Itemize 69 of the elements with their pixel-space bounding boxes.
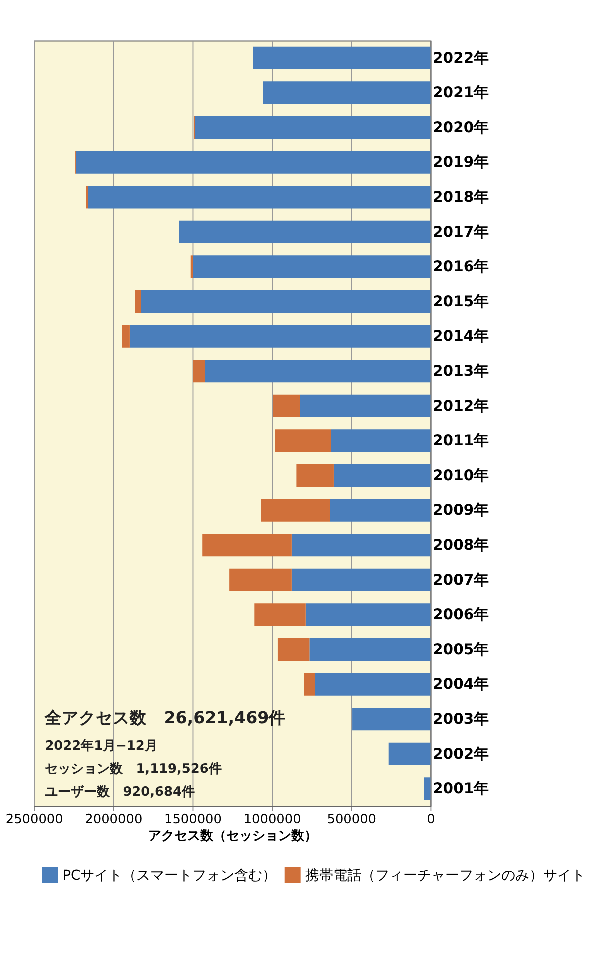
y-tick-label: 2008年 [433,536,490,554]
bar [278,638,310,662]
x-axis-title: アクセス数（セッション数） [148,829,318,844]
bar [205,360,431,383]
y-tick-label: 2018年 [433,188,490,206]
bar [315,673,431,696]
x-tick-label: 2000000 [85,812,143,828]
bar [261,499,330,522]
bar [292,568,431,592]
y-tick-label: 2021年 [433,84,490,102]
y-tick-label: 2005年 [433,641,490,658]
bar [304,673,316,696]
y-tick-label: 2016年 [433,258,490,276]
bar [202,534,292,557]
y-tick-label: 2007年 [433,572,490,589]
y-tick-label: 2012年 [433,398,490,415]
annotation: ユーザー数 920,684件 [45,785,195,800]
y-tick-label: 2010年 [433,467,490,484]
bar [352,708,431,731]
y-tick-label: 2014年 [433,328,490,346]
y-tick-label: 2011年 [433,432,490,450]
bar [130,325,431,348]
x-tick-label: 500000 [327,812,377,828]
y-tick-label: 2019年 [433,154,490,172]
y-tick-label: 2004年 [433,676,490,694]
bar [330,499,431,522]
bar [292,534,431,557]
bar [193,360,206,383]
x-tick-label: 0 [427,812,436,828]
annotation: 2022年1月−12月 [45,739,158,754]
y-tick-label: 2003年 [433,710,490,728]
legend-label: 携帯電話（フィーチャーフォンのみ）サイト [305,868,586,884]
bar [195,116,431,140]
bar [300,394,431,418]
bar [310,638,431,662]
y-tick-label: 2001年 [433,780,490,798]
y-tick-label: 2006年 [433,606,490,624]
bar [230,568,292,592]
bar [388,742,431,766]
bar [141,290,431,314]
bar [273,394,300,418]
bar [275,430,332,452]
bar [331,430,431,452]
y-tick-label: 2017年 [433,224,490,241]
y-tick-label: 2015年 [433,293,490,310]
annotation: セッション数 1,119,526件 [45,762,222,778]
bar [424,778,431,800]
x-tick-label: 1500000 [164,812,222,828]
bar [254,604,306,626]
y-tick-label: 2020年 [433,119,490,136]
y-tick-label: 2009年 [433,502,490,520]
bar [263,82,431,104]
bar [193,256,431,278]
x-tick-label: 2500000 [6,812,64,828]
bar [253,46,431,70]
bar [296,464,334,488]
y-tick-label: 2022年 [433,50,490,67]
y-tick-label: 2013年 [433,362,490,380]
bar [76,151,431,174]
bar [179,220,431,244]
annotation: 全アクセス数 26,621,469件 [44,708,286,728]
y-tick-label: 2002年 [433,746,490,763]
bar [136,290,142,314]
bar [122,325,130,348]
x-tick-label: 1000000 [244,812,302,828]
bar [306,604,431,626]
bar [334,464,431,488]
bar [88,186,431,209]
legend-label: PCサイト（スマートフォン含む） [62,868,277,884]
